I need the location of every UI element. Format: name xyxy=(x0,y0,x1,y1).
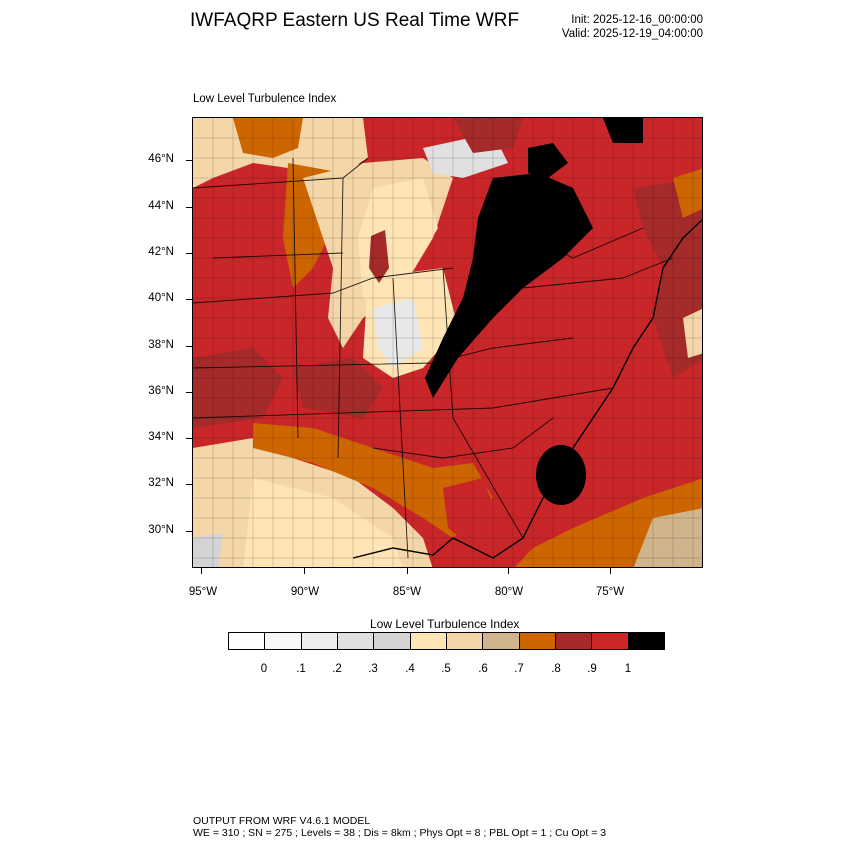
turbulence-map xyxy=(192,117,703,568)
field-red-georgia xyxy=(443,478,498,548)
lat-label-34: 34°N xyxy=(148,431,174,443)
lat-label-38: 38°N xyxy=(148,339,174,351)
footer-line-2: WE = 310 ; SN = 275 ; Levels = 38 ; Dis … xyxy=(193,827,607,839)
colorbar-swatch-10 xyxy=(592,633,629,649)
init-time: Init: 2025-12-16_00:00:00 xyxy=(571,14,703,26)
county-grid xyxy=(193,118,702,567)
colorbar-label: .4 xyxy=(405,663,415,675)
colorbar-swatch-7 xyxy=(483,633,520,649)
field-dark-midsouth xyxy=(293,358,383,418)
lat-tick xyxy=(186,438,192,439)
colorbar-swatch-0 xyxy=(229,633,266,649)
lat-label-44: 44°N xyxy=(148,200,174,212)
plot-title: IWFAQRP Eastern US Real Time WRF xyxy=(190,10,520,31)
colorbar-swatch-9 xyxy=(555,633,593,649)
lon-label-75: 75°W xyxy=(595,586,625,598)
lat-tick xyxy=(186,392,192,393)
colorbar-swatch-8 xyxy=(519,633,556,649)
field-pale-gulf xyxy=(243,478,403,567)
lat-tick xyxy=(186,346,192,347)
lat-tick xyxy=(186,484,192,485)
colorbar-title: Low Level Turbulence Index xyxy=(370,617,520,631)
lon-tick xyxy=(304,568,305,574)
map-field-svg xyxy=(193,118,702,567)
valid-time: Valid: 2025-12-19_04:00:00 xyxy=(561,28,703,40)
lat-tick xyxy=(186,531,192,532)
colorbar-label: .5 xyxy=(441,663,451,675)
colorbar-label: .8 xyxy=(551,663,561,675)
colorbar-swatch-11 xyxy=(628,633,664,649)
colorbar-swatch-5 xyxy=(410,633,447,649)
field-grey-texas xyxy=(193,533,223,567)
lat-tick xyxy=(186,253,192,254)
lat-tick xyxy=(186,299,192,300)
colorbar xyxy=(228,632,665,650)
lat-label-42: 42°N xyxy=(148,246,174,258)
field-grey-indiana xyxy=(373,298,423,368)
colorbar-label: 0 xyxy=(260,663,268,675)
lon-label-90: 90°W xyxy=(290,586,320,598)
colorbar-swatch-1 xyxy=(265,633,302,649)
colorbar-label: .6 xyxy=(478,663,488,675)
footer-line-1: OUTPUT FROM WRF V4.6.1 MODEL xyxy=(193,815,371,827)
lon-label-85: 85°W xyxy=(392,586,422,598)
field-orange-maine xyxy=(673,168,702,218)
lat-tick xyxy=(186,207,192,208)
lon-tick xyxy=(407,568,408,574)
lon-label-95: 95°W xyxy=(188,586,218,598)
colorbar-swatch-3 xyxy=(337,633,375,649)
coastline xyxy=(352,218,702,559)
init-valid-times: Init: 2025-12-16_00:00:00 Valid: 2025-12… xyxy=(562,13,703,41)
colorbar-label: 1 xyxy=(624,663,632,675)
map-subtitle: Low Level Turbulence Index xyxy=(193,93,337,105)
colorbar-label: .9 xyxy=(587,663,597,675)
colorbar-label: .1 xyxy=(296,663,306,675)
lat-label-40: 40°N xyxy=(148,292,174,304)
lat-label-30: 30°N xyxy=(148,524,174,536)
lat-label-36: 36°N xyxy=(148,385,174,397)
colorbar-swatch-6 xyxy=(446,633,484,649)
colorbar-label: .7 xyxy=(514,663,524,675)
field-dark-north xyxy=(453,118,523,153)
lat-label-32: 32°N xyxy=(148,477,174,489)
colorbar-label: .2 xyxy=(332,663,342,675)
lon-tick xyxy=(508,568,509,574)
lon-label-80: 80°W xyxy=(494,586,524,598)
lake-michigan xyxy=(369,230,389,283)
field-tan-atlantic xyxy=(633,508,702,567)
lon-tick xyxy=(201,568,202,574)
field-tan-atlantic-ne xyxy=(683,308,702,358)
lat-tick xyxy=(186,160,192,161)
field-black-north xyxy=(528,143,568,178)
colorbar-swatch-4 xyxy=(374,633,411,649)
model-footer: OUTPUT FROM WRF V4.6.1 MODEL WE = 310 ; … xyxy=(193,815,606,839)
lat-label-46: 46°N xyxy=(148,153,174,165)
lon-tick xyxy=(610,568,611,574)
field-black-appalachian xyxy=(425,173,593,398)
field-dark-southwest xyxy=(193,348,283,428)
colorbar-label: .3 xyxy=(368,663,378,675)
colorbar-swatch-2 xyxy=(301,633,338,649)
